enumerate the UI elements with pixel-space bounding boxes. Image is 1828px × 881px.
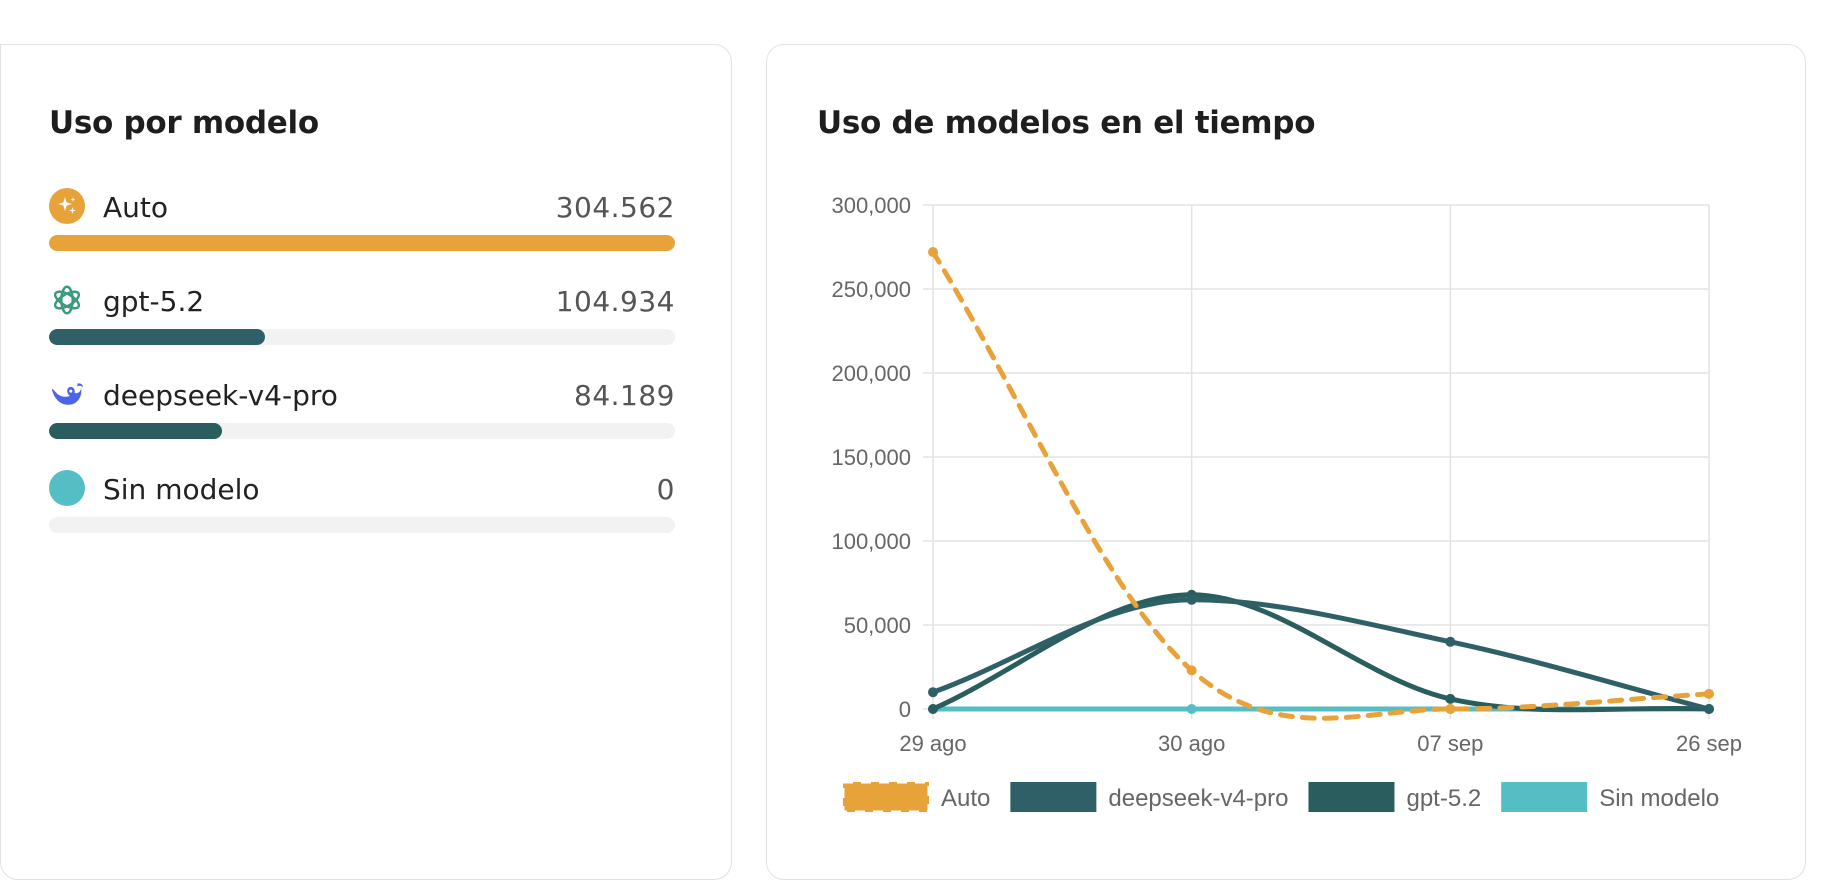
usage-bar-fill	[49, 423, 222, 439]
data-point	[1186, 594, 1197, 605]
legend-label: Auto	[941, 785, 990, 812]
legend-swatch	[1308, 782, 1395, 812]
y-tick-label: 0	[899, 697, 911, 722]
legend-swatch	[841, 780, 931, 814]
model-value: 104.934	[555, 285, 675, 318]
data-point	[928, 687, 938, 698]
usage-bar-fill	[49, 329, 265, 345]
legend-label: gpt-5.2	[1406, 785, 1481, 812]
usage-by-model-title: Uso por modelo	[49, 105, 319, 141]
x-tick-label: 26 sep	[1676, 731, 1742, 756]
usage-bar-track	[49, 329, 675, 345]
model-row-deepseek-v4-pro: deepseek-v4-pro 84.189	[49, 375, 675, 445]
data-point	[928, 247, 938, 258]
model-value: 304.562	[555, 191, 675, 224]
x-tick-label: 07 sep	[1417, 731, 1483, 756]
y-tick-label: 50,000	[844, 613, 911, 638]
data-point	[1445, 704, 1456, 714]
series-line	[930, 592, 1712, 713]
usage-over-time-title: Uso de modelos en el tiempo	[817, 105, 1316, 141]
series-line	[930, 249, 1712, 721]
legend-swatch	[1010, 782, 1097, 812]
usage-by-model-card: Uso por modelo Auto 304.562 gpt-5.	[0, 44, 732, 880]
model-value: 84.189	[574, 379, 675, 412]
model-row-auto: Auto 304.562	[49, 187, 675, 257]
y-tick-label: 150,000	[831, 445, 911, 470]
usage-line-chart: 300,000 250,000 200,000 150,000 100,000 50,00…	[831, 193, 1742, 814]
x-tick-label: 30 ago	[1158, 731, 1225, 756]
y-tick-label: 300,000	[831, 193, 911, 218]
openai-icon	[49, 282, 85, 318]
data-point	[1704, 688, 1714, 699]
data-point	[928, 704, 938, 714]
model-name: Auto	[103, 191, 169, 224]
y-tick-label: 100,000	[831, 529, 911, 554]
legend-label: Sin modelo	[1599, 785, 1719, 812]
deepseek-whale-icon	[49, 376, 85, 412]
model-name: gpt-5.2	[103, 285, 205, 318]
model-name: Sin modelo	[103, 473, 260, 506]
y-tick-label: 250,000	[831, 277, 911, 302]
circle-icon	[49, 470, 85, 506]
usage-bar-fill	[49, 235, 675, 251]
model-row-gpt-5-2: gpt-5.2 104.934	[49, 281, 675, 351]
usage-bar-track	[49, 235, 675, 251]
data-point	[1445, 636, 1456, 647]
sparkles-icon	[49, 188, 85, 224]
legend-label: deepseek-v4-pro	[1108, 785, 1288, 812]
data-point	[1445, 693, 1456, 704]
y-tick-label: 200,000	[831, 361, 911, 386]
usage-bar-track	[49, 517, 675, 533]
series-line	[930, 597, 1712, 712]
x-tick-label: 29 ago	[899, 731, 966, 756]
data-point	[1186, 665, 1197, 676]
model-name: deepseek-v4-pro	[103, 379, 338, 412]
usage-bar-track	[49, 423, 675, 439]
data-point	[1704, 704, 1714, 714]
usage-over-time-card: Uso de modelos en el tiempo 300,000 250,0…	[766, 44, 1806, 880]
legend-swatch	[1501, 782, 1588, 812]
data-point	[1186, 704, 1197, 714]
model-value: 0	[656, 473, 675, 506]
model-row-sin-modelo: Sin modelo 0	[49, 469, 675, 539]
